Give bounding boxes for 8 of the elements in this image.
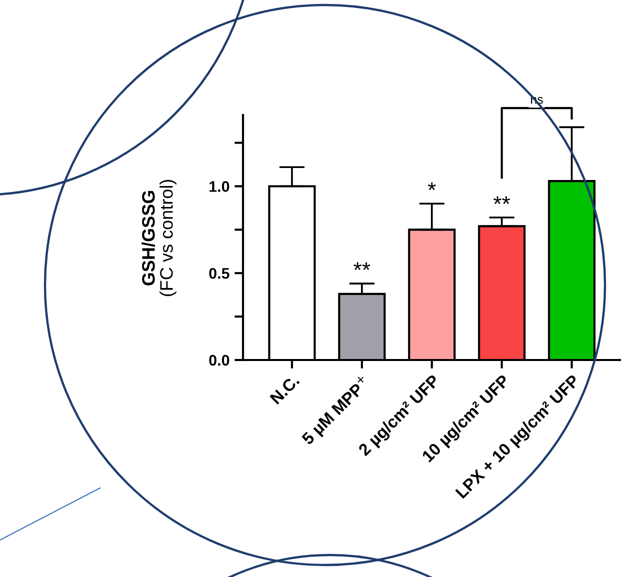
y-tick-label: 0.5 [209,268,230,279]
annotation: ** [494,196,510,204]
x-tick-label: N.C. [269,374,300,405]
y-tick-label: 1.0 [210,181,230,192]
annotation: ** [354,262,370,270]
annotation: * [428,182,436,190]
y-tick-label: 0.0 [209,354,230,366]
y-axis-title: GSH/GSSG (FC vs control) [142,180,176,296]
